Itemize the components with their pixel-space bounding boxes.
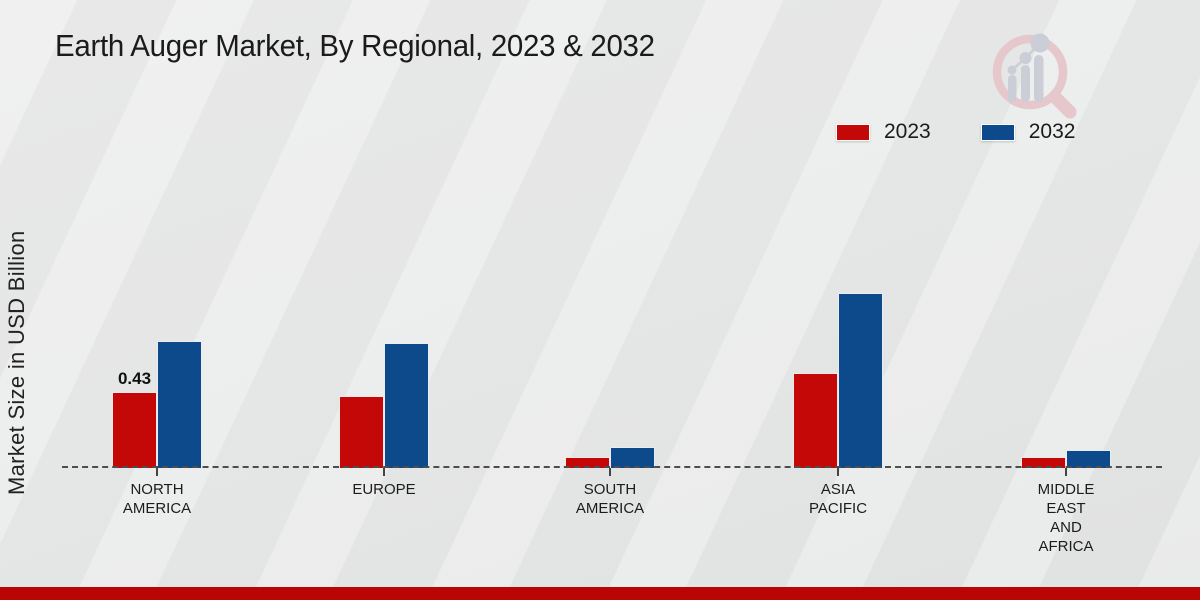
legend-label-2032: 2032 (1028, 120, 1076, 143)
legend-swatch-2023 (836, 123, 870, 141)
x-axis-tick (609, 468, 611, 476)
category-label-south-america: SOUTH AMERICA (575, 481, 645, 517)
data-label: 0.43 (117, 369, 152, 388)
legend: 2023 2032 (836, 120, 1075, 144)
bar-2032-north-america (157, 341, 202, 468)
bar-2023-north-america (112, 392, 157, 468)
legend-item-2023: 2023 (836, 120, 931, 144)
bar-2032-middle-east-and-africa (1066, 450, 1111, 468)
magnifier-barchart-logo-icon (992, 33, 1077, 119)
legend-swatch-2032 (980, 123, 1015, 141)
category-label-europe: EUROPE (352, 481, 416, 498)
bar-2023-europe (339, 396, 384, 468)
x-axis-tick (156, 468, 158, 476)
x-axis-tick (383, 468, 385, 476)
footer-accent-bar (0, 587, 1200, 600)
legend-item-2032: 2032 (980, 120, 1076, 144)
bar-2023-asia-pacific (793, 373, 838, 468)
x-axis-tick (1065, 468, 1067, 476)
bar-2032-asia-pacific (838, 293, 883, 468)
bar-2032-south-america (610, 447, 655, 468)
bar-2023-south-america (565, 457, 610, 468)
x-axis-baseline (62, 466, 1162, 468)
category-label-asia-pacific: ASIA PACIFIC (808, 481, 868, 517)
chart-title: Earth Auger Market, By Regional, 2023 & … (55, 28, 655, 63)
x-axis-tick (837, 468, 839, 476)
bar-2032-europe (384, 343, 429, 468)
legend-label-2023: 2023 (884, 120, 931, 143)
category-label-north-america: NORTH AMERICA (122, 481, 192, 517)
bar-2023-middle-east-and-africa (1021, 457, 1066, 468)
category-label-middle-east-and-africa: MIDDLE EAST AND AFRICA (1037, 481, 1095, 555)
